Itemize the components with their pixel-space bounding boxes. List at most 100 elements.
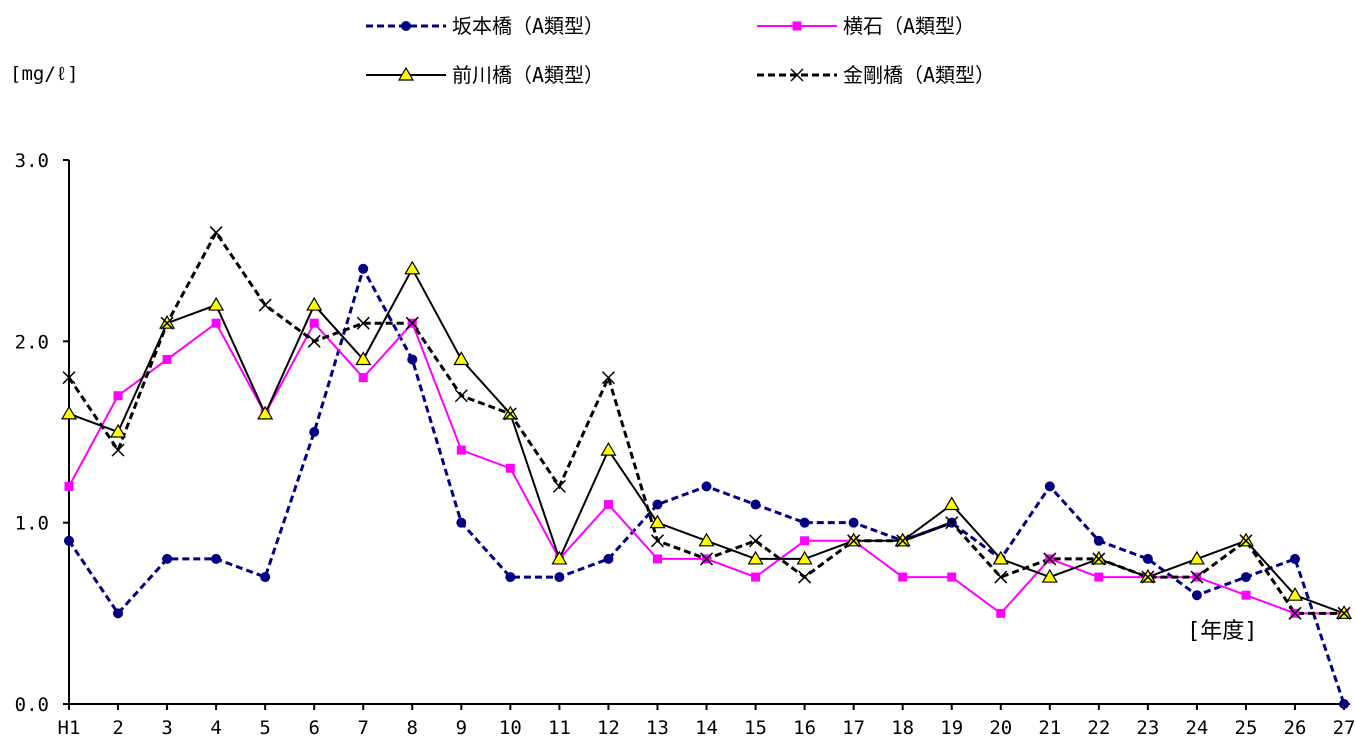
series-3-point bbox=[60, 405, 78, 420]
series-1-point bbox=[799, 517, 810, 528]
series-1-point bbox=[162, 553, 173, 564]
series-3-point bbox=[551, 550, 568, 565]
series-2-point bbox=[113, 391, 123, 401]
x-tick-label: 24 bbox=[1185, 717, 1208, 739]
y-axis-unit-label: [mg/ℓ] bbox=[10, 63, 79, 85]
series-3-point bbox=[453, 351, 470, 366]
series-4-point bbox=[699, 552, 714, 566]
series-4-point bbox=[1288, 606, 1302, 620]
series-3-point bbox=[649, 514, 666, 529]
series-1-point bbox=[554, 572, 565, 583]
legend-label: 横石（A類型） bbox=[843, 14, 975, 38]
series-4-point bbox=[1337, 606, 1351, 620]
x-tick-label: 23 bbox=[1136, 717, 1159, 739]
series-1-point bbox=[1240, 572, 1251, 583]
x-ticks: H1 2 3 4 5 6 7 8 9 10 11 12 13 14 15 16 17 18 19 20 21 22 23 24… bbox=[58, 704, 1356, 739]
series-3-point bbox=[600, 441, 617, 456]
series-2-point bbox=[652, 554, 662, 564]
series-3-point bbox=[747, 550, 764, 565]
series-4-point bbox=[160, 316, 174, 330]
x-tick-label: 10 bbox=[499, 717, 522, 739]
series-3-point bbox=[306, 296, 323, 311]
x-axis-unit-label: [年度] bbox=[1187, 619, 1258, 644]
series-4-point bbox=[896, 534, 910, 548]
series-4-point bbox=[798, 570, 812, 584]
y-ticks: 0.0 1.0 2.0 3.0 bbox=[15, 150, 69, 716]
series-1-point bbox=[848, 517, 859, 528]
series-4-point bbox=[552, 479, 566, 493]
x-tick-label: 17 bbox=[842, 717, 865, 739]
x-tick-label: 15 bbox=[744, 717, 767, 739]
series-4-point bbox=[454, 389, 468, 403]
legend-label: 坂本橋（A類型） bbox=[452, 14, 604, 38]
series-3-point bbox=[992, 550, 1009, 565]
y-tick-label: 1.0 bbox=[15, 513, 49, 535]
series-1-point bbox=[1044, 481, 1055, 492]
series-1-point bbox=[1290, 553, 1300, 564]
series-4-point bbox=[945, 516, 959, 530]
series-2-point bbox=[947, 572, 957, 582]
series-line-2 bbox=[68, 321, 1345, 615]
series-2-point bbox=[751, 572, 761, 582]
x-tick-label: 25 bbox=[1235, 717, 1258, 739]
series-1-point bbox=[750, 499, 761, 510]
series-3-point bbox=[355, 351, 372, 366]
x-tick-label: 5 bbox=[259, 717, 270, 739]
series-4-point bbox=[1239, 534, 1253, 548]
series-4-point bbox=[356, 316, 370, 330]
series-4-point bbox=[62, 371, 76, 385]
y-tick-label: 0.0 bbox=[15, 694, 49, 716]
series-4-point bbox=[1190, 570, 1204, 584]
series-1-point bbox=[260, 572, 271, 583]
series-3-point bbox=[109, 423, 127, 438]
legend-marker bbox=[792, 21, 802, 31]
series-1-point bbox=[358, 263, 369, 274]
legend-label: 金剛橋（A類型） bbox=[843, 63, 995, 87]
series-2-point bbox=[456, 445, 466, 455]
series-2-point bbox=[211, 318, 221, 328]
series-3-point bbox=[1188, 550, 1205, 565]
x-tick-label: 19 bbox=[940, 717, 963, 739]
series-1-point bbox=[603, 553, 614, 564]
series-4-point bbox=[1043, 552, 1057, 566]
series-4-point bbox=[749, 534, 763, 548]
series-3-point bbox=[257, 405, 274, 420]
series-1-point bbox=[309, 427, 320, 437]
x-tick-label: 26 bbox=[1284, 717, 1307, 739]
series-2-point bbox=[800, 536, 810, 546]
series-4-point bbox=[405, 316, 419, 330]
series-2-point bbox=[1094, 572, 1104, 582]
series-3-point bbox=[943, 496, 960, 511]
x-tick-label: 13 bbox=[646, 717, 669, 739]
series-1-point bbox=[407, 354, 418, 365]
series-1-point bbox=[456, 517, 467, 528]
x-tick-label: 27 bbox=[1333, 717, 1356, 739]
series-3-point bbox=[698, 532, 715, 547]
x-tick-label: 12 bbox=[597, 717, 620, 739]
series-4-point bbox=[650, 534, 665, 548]
legend-label: 前川橋（A類型） bbox=[452, 63, 604, 87]
x-tick-label: 18 bbox=[891, 717, 914, 739]
x-tick-label: 14 bbox=[695, 717, 718, 739]
series-2-point bbox=[309, 318, 319, 328]
legend-marker bbox=[397, 66, 415, 81]
x-tick-label: 8 bbox=[407, 717, 418, 739]
axes bbox=[68, 160, 1351, 705]
series-4-point bbox=[258, 298, 272, 312]
series-4-point bbox=[307, 334, 321, 348]
x-tick-label: 7 bbox=[358, 717, 369, 739]
series-4-point bbox=[1092, 552, 1106, 566]
x-tick-label: 2 bbox=[112, 717, 123, 739]
x-tick-label: 16 bbox=[793, 717, 816, 739]
series-1-point bbox=[652, 499, 663, 510]
x-tick-label: 3 bbox=[161, 717, 172, 739]
series-1-point bbox=[1093, 535, 1104, 546]
x-tick-label: 20 bbox=[989, 717, 1012, 739]
x-tick-label: 4 bbox=[210, 717, 221, 739]
x-tick-label: 9 bbox=[456, 717, 467, 739]
legend: 坂本橋（A類型） 横石（A類型） 前川橋（A類型） 金剛橋（A類型） bbox=[366, 14, 995, 87]
legend-marker bbox=[401, 21, 411, 31]
series-4-point bbox=[601, 371, 615, 385]
